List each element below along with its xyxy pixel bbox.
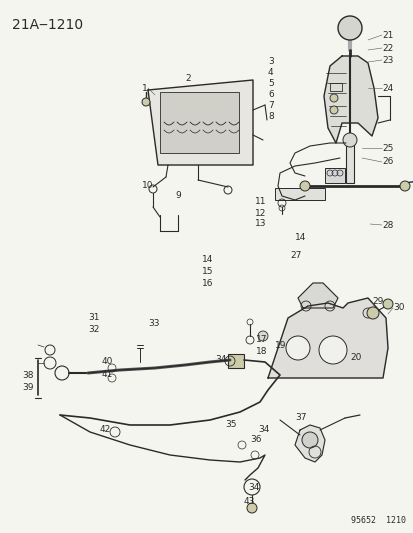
Text: 37: 37 [294, 414, 306, 423]
Circle shape [301, 432, 317, 448]
Text: 19: 19 [274, 342, 286, 351]
Circle shape [329, 106, 337, 114]
Circle shape [299, 181, 309, 191]
Text: 20: 20 [349, 353, 361, 362]
Circle shape [337, 16, 361, 40]
Text: 41: 41 [102, 370, 113, 379]
Text: 34: 34 [214, 356, 226, 365]
Polygon shape [147, 80, 252, 165]
Text: 26: 26 [381, 157, 392, 166]
Polygon shape [297, 283, 337, 308]
Text: 14: 14 [294, 232, 306, 241]
Bar [159, 92, 238, 153]
Text: 24: 24 [381, 84, 392, 93]
Text: 8: 8 [267, 111, 273, 120]
Polygon shape [267, 298, 387, 378]
Text: 38: 38 [22, 372, 33, 381]
Circle shape [342, 133, 356, 147]
Bar [345, 143, 353, 183]
Circle shape [247, 503, 256, 513]
Bar [228, 354, 243, 368]
Text: 32: 32 [88, 326, 99, 335]
Circle shape [257, 331, 267, 341]
Text: 13: 13 [254, 220, 266, 229]
Text: 1: 1 [142, 84, 147, 93]
Text: 6: 6 [267, 90, 273, 99]
Text: 12: 12 [254, 208, 266, 217]
Text: 95652  1210: 95652 1210 [350, 516, 405, 525]
Text: 23: 23 [381, 55, 392, 64]
Circle shape [142, 98, 150, 106]
Text: 29: 29 [371, 297, 382, 306]
Polygon shape [294, 425, 324, 462]
Text: 11: 11 [254, 198, 266, 206]
Text: 43: 43 [243, 497, 255, 506]
Text: 34: 34 [257, 425, 269, 434]
Text: 34: 34 [247, 483, 259, 492]
Text: 31: 31 [88, 313, 99, 322]
Circle shape [285, 336, 309, 360]
Text: 7: 7 [267, 101, 273, 109]
Text: 10: 10 [142, 181, 153, 190]
Text: 2: 2 [185, 74, 190, 83]
Bar [324, 168, 344, 183]
Circle shape [318, 336, 346, 364]
Text: 30: 30 [392, 303, 404, 312]
Circle shape [382, 299, 392, 309]
Polygon shape [323, 56, 377, 143]
Circle shape [366, 307, 378, 319]
Bar [329, 83, 341, 91]
Text: 40: 40 [102, 358, 113, 367]
Text: 16: 16 [202, 279, 213, 288]
Text: 14: 14 [202, 255, 213, 264]
Text: 33: 33 [147, 319, 159, 328]
Text: 5: 5 [267, 78, 273, 87]
Text: 3: 3 [267, 56, 273, 66]
Text: 36: 36 [249, 435, 261, 445]
Text: 21: 21 [381, 30, 392, 39]
Text: 35: 35 [224, 421, 236, 430]
Text: 15: 15 [202, 268, 213, 277]
Text: 28: 28 [381, 221, 392, 230]
Text: 4: 4 [267, 68, 273, 77]
Text: 22: 22 [381, 44, 392, 52]
Circle shape [329, 94, 337, 102]
Text: 39: 39 [22, 384, 33, 392]
Text: 9: 9 [175, 190, 180, 199]
Bar [274, 188, 324, 200]
Text: 25: 25 [381, 143, 392, 152]
Circle shape [399, 181, 409, 191]
Text: 17: 17 [255, 335, 267, 344]
Text: 21A‒1210: 21A‒1210 [12, 18, 83, 32]
Text: 27: 27 [289, 251, 301, 260]
Text: 42: 42 [100, 425, 111, 434]
Text: 18: 18 [255, 348, 267, 357]
